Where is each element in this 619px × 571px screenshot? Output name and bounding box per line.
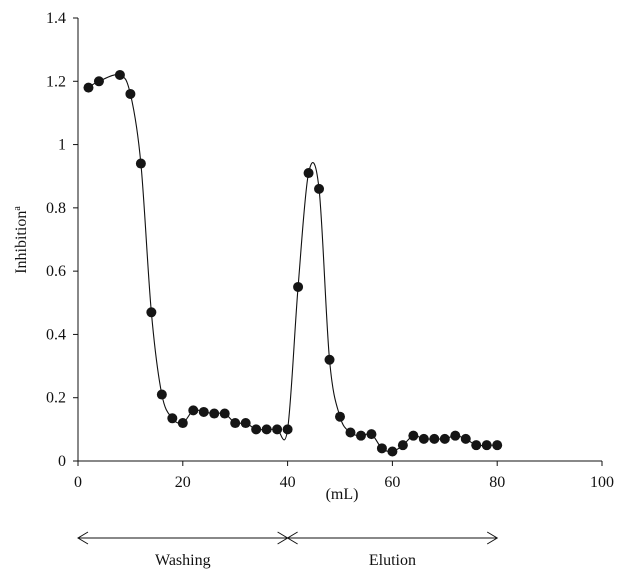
data-point [314,183,325,194]
data-point [114,69,125,80]
data-point [156,389,167,400]
data-point [135,158,146,169]
data-point [481,440,492,451]
data-point [324,354,335,365]
data-point [177,418,188,429]
data-point [125,88,136,99]
data-point [230,418,241,429]
y-axis-title: Inhibitiona [12,206,30,274]
y-tick-label: 0.8 [46,200,66,217]
arrowhead-right [486,531,499,545]
arrowhead-left [77,531,89,545]
data-point [83,82,94,93]
data-point [282,424,293,435]
y-tick-label: 0.6 [46,263,66,280]
phase-label: Washing [155,552,211,569]
x-axis-title: (mL) [326,486,359,503]
data-point [408,430,419,441]
data-point [167,413,178,424]
data-point [429,433,440,444]
data-point [240,418,251,429]
data-point [293,281,304,292]
series-line [88,73,498,453]
y-tick-label: 1.2 [46,73,66,90]
data-point [418,433,429,444]
phase-annotations: Washing Elution [77,531,499,569]
data-point [387,446,398,457]
data-point [450,430,461,441]
data-point [93,76,104,87]
arrowhead-left [286,531,298,545]
data-point [272,424,283,435]
data-point [355,430,366,441]
data-point [335,411,345,422]
data-point [261,424,272,435]
data-point [219,408,230,419]
data-point [345,427,356,438]
data-point [209,408,220,419]
x-tick-label: 20 [175,474,191,491]
data-point [439,433,450,444]
y-tick-label: 1.4 [46,10,66,27]
data-point [376,443,387,454]
data-point [471,440,482,451]
data-point [366,429,377,440]
x-tick-label: 100 [590,474,614,491]
y-tick-label: 0.2 [46,390,66,407]
x-tick-label: 40 [280,474,296,491]
y-ticks: 0 0.2 0.4 0.6 0.8 1 1.2 1.4 [46,10,78,470]
phase-label: Elution [369,552,416,569]
data-point [146,307,157,318]
x-tick-label: 60 [384,474,400,491]
data-points [83,69,503,457]
y-tick-label: 0 [58,453,66,470]
data-point [188,405,199,416]
data-point [397,440,408,451]
data-point [492,440,503,451]
y-tick-label: 0.4 [46,326,66,343]
x-tick-label: 80 [489,474,505,491]
data-point [251,424,262,435]
data-point [303,168,314,179]
x-ticks: 0 20 40 60 80 100 [74,461,614,491]
data-point [460,433,471,444]
plot-area: 0 20 40 60 80 100 0 0.2 0.4 0.6 0.8 1 1.2 1.4 [46,10,614,491]
x-tick-label: 0 [74,474,82,491]
data-point [198,406,209,417]
y-tick-label: 1 [58,137,66,154]
